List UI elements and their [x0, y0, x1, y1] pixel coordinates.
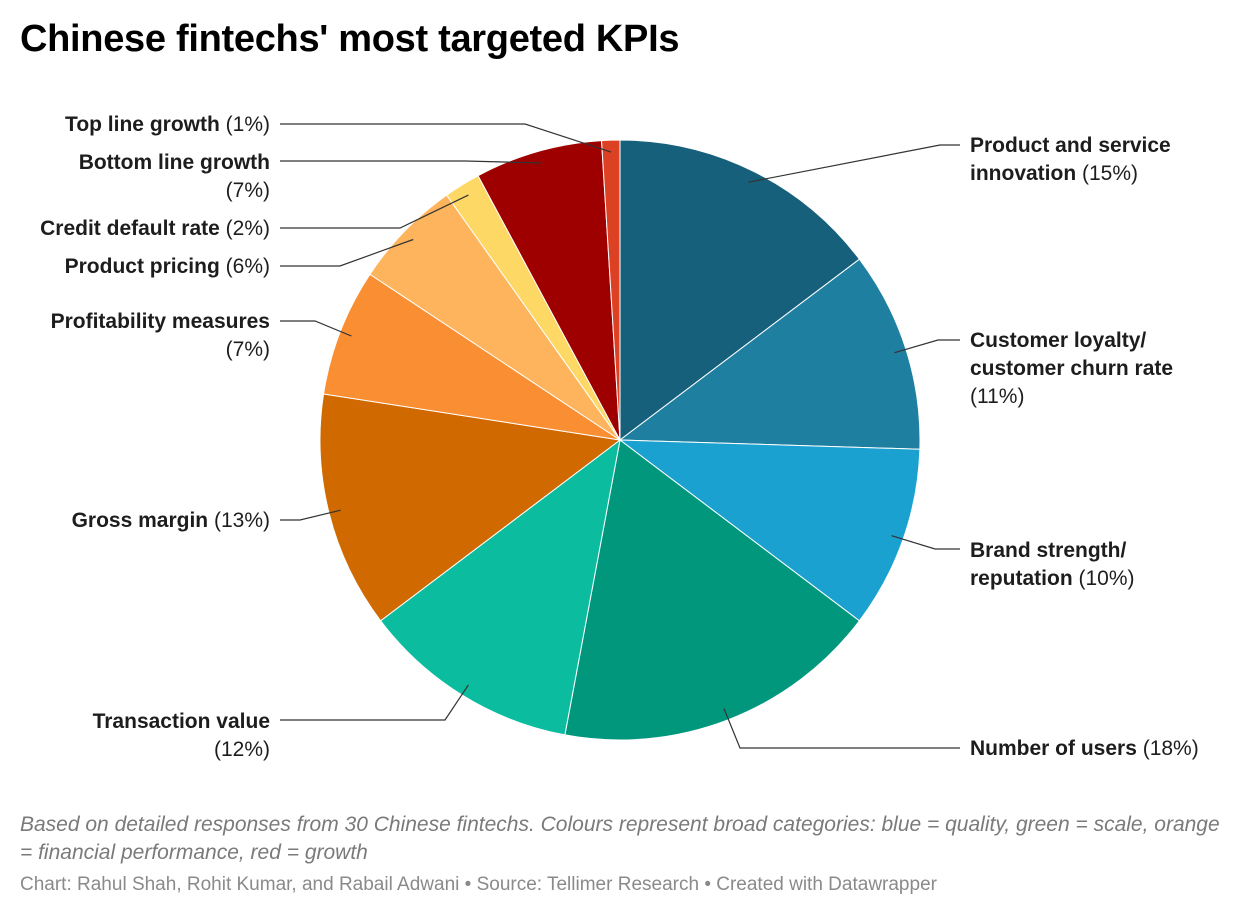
leader-line-number-of-users	[723, 708, 960, 749]
pie-slice-top-line-growth	[601, 139, 621, 441]
leader-line-transaction-value	[280, 684, 469, 721]
leader-line-gross-margin	[280, 509, 341, 521]
slice-label-top-line-growth: Top line growth (1%)	[65, 113, 270, 136]
pie-slices	[319, 139, 921, 741]
slice-label-credit-default-rate: Credit default rate (2%)	[40, 217, 270, 240]
leader-line-top-line-growth	[280, 123, 612, 153]
slice-label-customer-loyalty-customer-churn-rate: Customer loyalty/customer churn rate (11%…	[970, 329, 1173, 408]
slice-label-brand-strength-reputation: Brand strength/reputation (10%)	[970, 539, 1135, 590]
chart-credit: Chart: Rahul Shah, Rohit Kumar, and Raba…	[20, 874, 937, 895]
leader-line-brand-strength-reputation	[891, 535, 960, 550]
slice-label-product-pricing: Product pricing (6%)	[65, 255, 270, 278]
slice-label-transaction-value: Transaction value (12%)	[93, 710, 270, 761]
leader-line-product-and-service-innovation	[748, 144, 960, 183]
chart-title: Chinese fintechs' most targeted KPIs	[20, 18, 680, 60]
leader-line-profitability-measures	[280, 320, 352, 337]
leader-line-credit-default-rate	[280, 194, 469, 229]
leader-lines	[280, 123, 960, 749]
pie-slice-product-and-service-innovation	[619, 139, 861, 442]
slice-label-profitability-measures: Profitability measures (7%)	[51, 310, 270, 361]
slice-label-number-of-users: Number of users (18%)	[970, 737, 1199, 760]
chart-notes: Based on detailed responses from 30 Chin…	[20, 813, 1220, 864]
leader-line-product-pricing	[280, 238, 414, 267]
pie-chart: Product and service innovation (15%) Custo…	[40, 113, 1199, 761]
leader-line-customer-loyalty-customer-churn-rate	[894, 339, 960, 354]
slice-label-gross-margin: Gross margin (13%)	[72, 509, 270, 532]
slice-label-bottom-line-growth: Bottom line growth (7%)	[79, 151, 270, 202]
slice-label-product-and-service-innovation: Product and service innovation (15%)	[970, 134, 1171, 185]
pie-slice-bottom-line-growth	[477, 140, 621, 441]
slice-labels: Product and service innovation (15%) Custo…	[40, 113, 1199, 761]
leader-line-bottom-line-growth	[280, 160, 542, 164]
